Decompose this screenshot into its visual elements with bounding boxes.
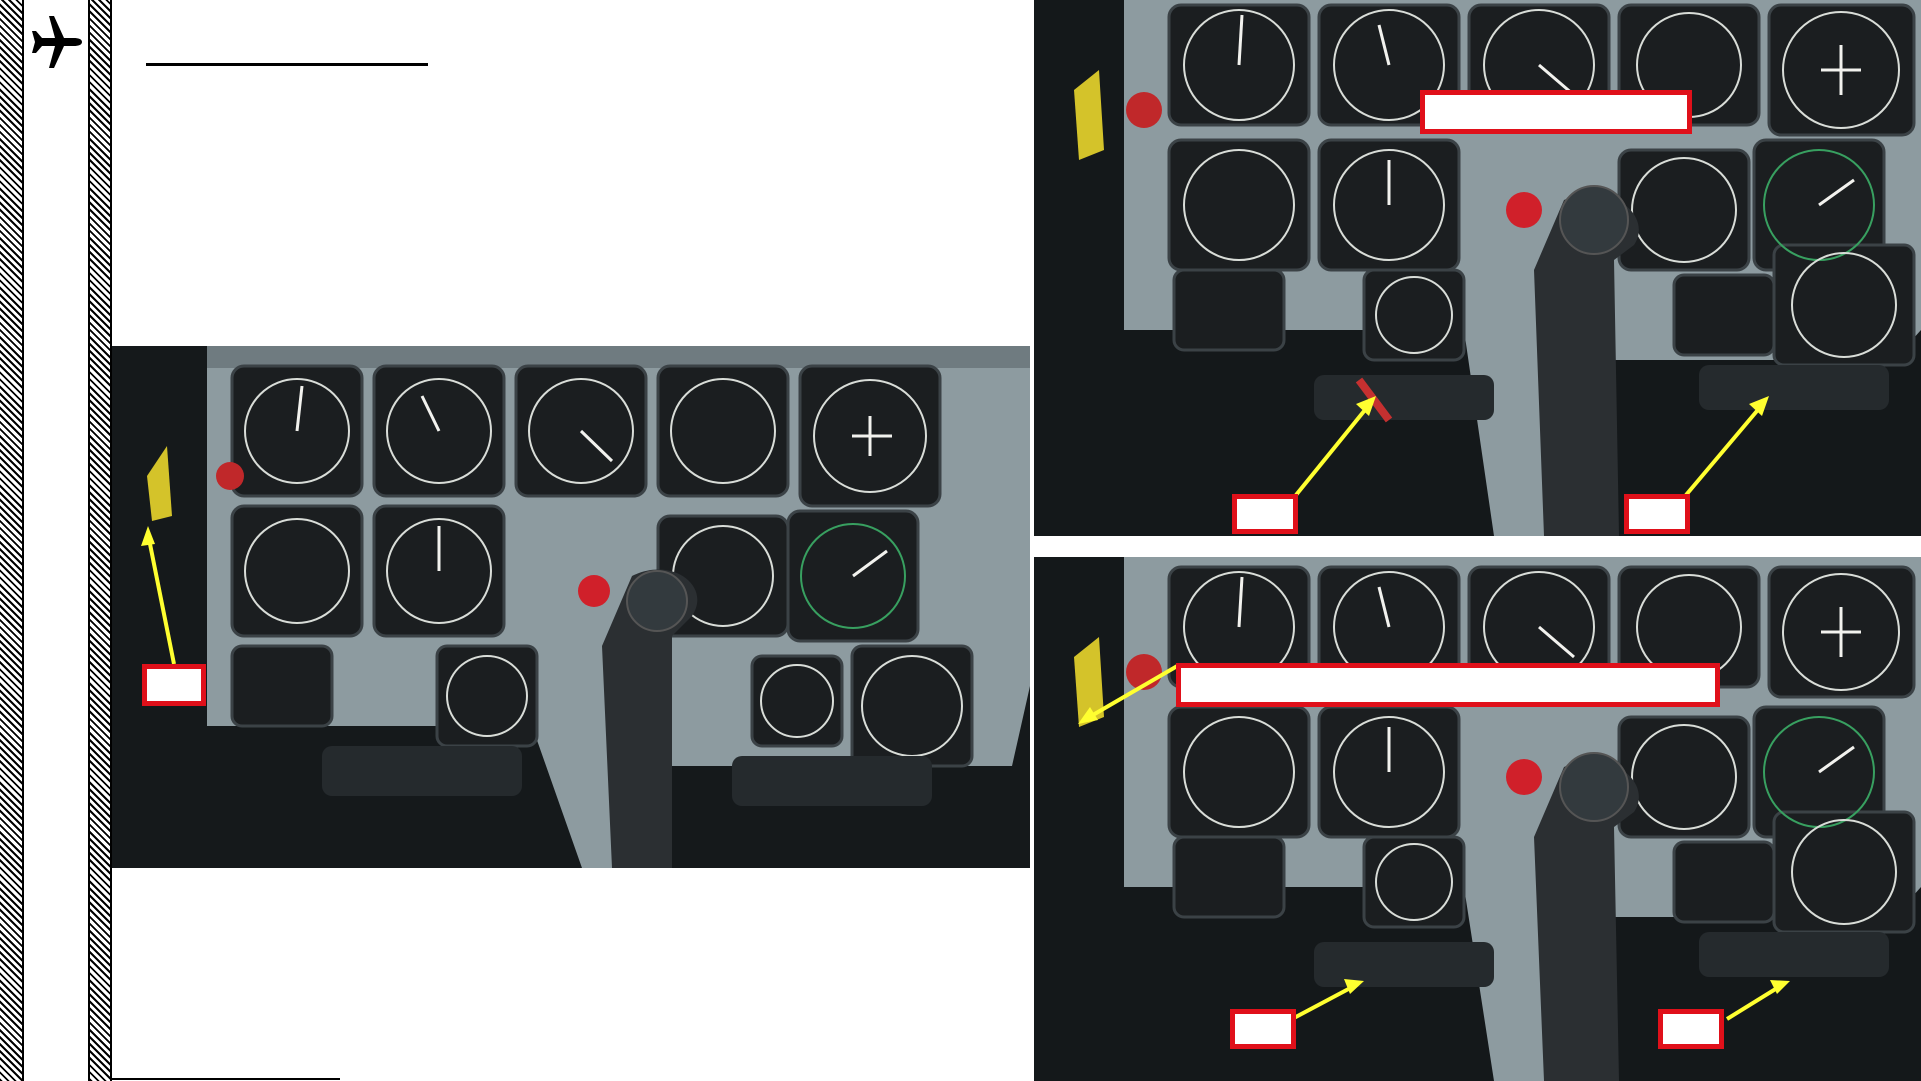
callout-arrow xyxy=(141,526,176,665)
callout-box-wide xyxy=(1176,663,1720,707)
cockpit-screenshot-top-right xyxy=(1034,0,1921,536)
callout-box-wide xyxy=(1420,90,1692,134)
airplane-icon xyxy=(32,16,82,68)
callout-box xyxy=(142,664,206,706)
rail-gap xyxy=(24,0,88,1081)
right-hatched-rail xyxy=(88,0,112,1081)
callout-box-left xyxy=(1230,1009,1296,1049)
cockpit-panel-graphic xyxy=(112,346,1030,868)
callout-arrows xyxy=(1078,663,1790,1021)
left-hatched-rail xyxy=(0,0,24,1081)
callout-box-right xyxy=(1658,1009,1724,1049)
callout-arrows xyxy=(1294,396,1769,497)
cockpit-screenshot-bottom-right xyxy=(1034,557,1921,1081)
bottom-rule xyxy=(112,1078,340,1080)
cockpit-screenshot-main xyxy=(112,346,1030,868)
callout-box-right xyxy=(1624,494,1690,534)
cockpit-panel-graphic xyxy=(1034,0,1921,536)
title-underline xyxy=(146,63,428,66)
callout-box-left xyxy=(1232,494,1298,534)
